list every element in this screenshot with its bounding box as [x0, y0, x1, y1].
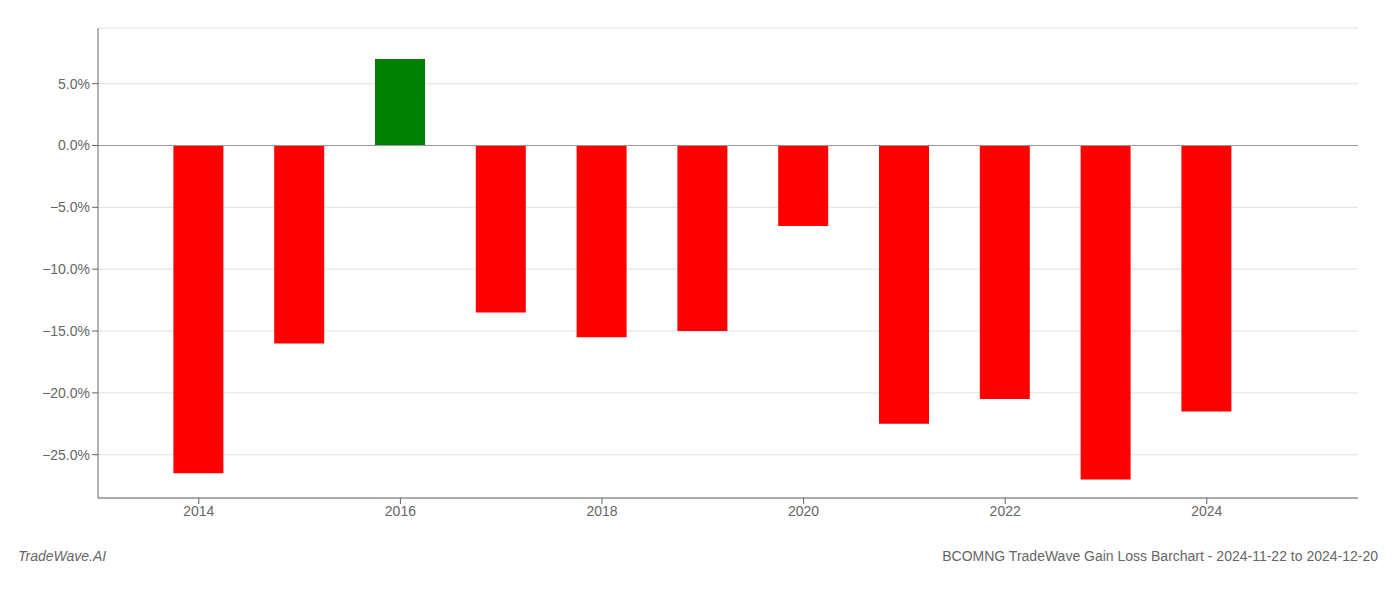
svg-text:−15.0%: −15.0%: [42, 323, 90, 339]
svg-text:2020: 2020: [788, 503, 819, 519]
svg-text:2022: 2022: [990, 503, 1021, 519]
html-text:TradeWave.AI: TradeWave.AI: [18, 548, 107, 564]
html-text:BCOMNG TradeWave Gain Loss Bar: BCOMNG TradeWave Gain Loss Barchart - 20…: [942, 548, 1378, 564]
svg-text:5.0%: 5.0%: [58, 76, 90, 92]
svg-text:2016: 2016: [385, 503, 416, 519]
svg-text:−25.0%: −25.0%: [42, 447, 90, 463]
svg-text:−20.0%: −20.0%: [42, 385, 90, 401]
svg-text:0.0%: 0.0%: [58, 137, 90, 153]
svg-text:2018: 2018: [586, 503, 617, 519]
svg-text:−10.0%: −10.0%: [42, 261, 90, 277]
svg-text:2024: 2024: [1191, 503, 1222, 519]
svg-text:−5.0%: −5.0%: [50, 199, 90, 215]
svg-text:2014: 2014: [183, 503, 214, 519]
